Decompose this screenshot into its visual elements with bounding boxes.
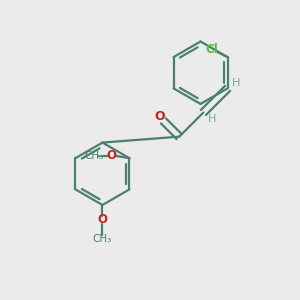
Text: H: H <box>208 114 217 124</box>
Text: Cl: Cl <box>206 43 218 56</box>
Text: methyl: methyl <box>99 154 104 156</box>
Text: H: H <box>232 78 240 88</box>
Text: O: O <box>154 110 165 123</box>
Text: O: O <box>98 213 107 226</box>
Text: CH₃: CH₃ <box>93 234 112 244</box>
Text: O: O <box>106 149 117 162</box>
Text: CH₃: CH₃ <box>84 151 104 161</box>
